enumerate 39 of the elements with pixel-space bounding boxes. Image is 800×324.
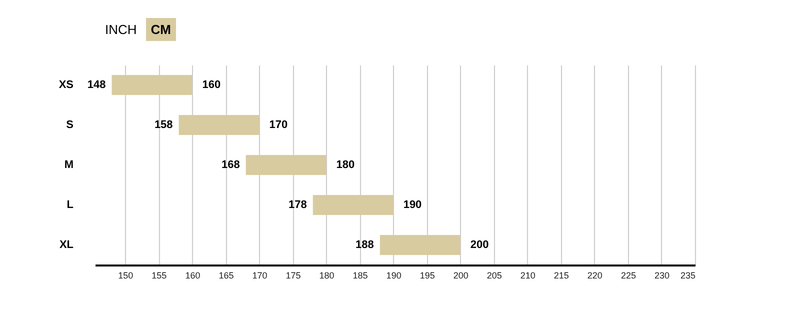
x-tick-label: 235	[680, 270, 696, 280]
x-tick-label: 215	[554, 270, 569, 280]
y-tick-label: XL	[59, 239, 74, 251]
x-tick-label: 155	[152, 270, 167, 280]
annotation: 168	[221, 159, 240, 171]
annotation: 158	[154, 119, 173, 131]
x-tick-label: 230	[654, 270, 670, 280]
x-tick-label: 195	[420, 270, 435, 280]
annotation: 148	[87, 79, 106, 91]
x-tick-label: 175	[286, 270, 301, 280]
unit-toggle: INCH CM	[100, 18, 176, 41]
annotation: 188	[356, 239, 374, 251]
x-tick-label: 205	[486, 270, 502, 280]
x-tick-label: 200	[453, 270, 468, 280]
y-tick-label: L	[66, 199, 74, 211]
x-tick-label: 190	[386, 270, 402, 280]
annotation: 200	[470, 239, 489, 251]
y-tick-label: M	[64, 159, 74, 171]
x-tick-label: 170	[252, 270, 268, 280]
annotation: 178	[288, 199, 307, 211]
bar	[380, 235, 460, 255]
bar	[246, 155, 326, 175]
annotation: 180	[336, 159, 355, 171]
annotation: 160	[202, 79, 221, 91]
x-tick-label: 220	[587, 270, 602, 280]
annotation: 190	[403, 199, 422, 211]
bar	[178, 115, 260, 135]
x-tick-label: 160	[185, 270, 200, 280]
x-tick-label: 185	[352, 270, 368, 280]
x-tick-label: 180	[319, 270, 334, 280]
bar	[312, 195, 394, 215]
bar	[112, 75, 192, 95]
y-tick-label: S	[66, 119, 74, 131]
y-tick-label: XS	[58, 79, 74, 91]
x-tick-label: 150	[118, 270, 134, 280]
x-tick-label: 165	[218, 270, 234, 280]
x-tick-label: 225	[620, 270, 636, 280]
annotation: 170	[269, 119, 288, 131]
x-tick-label: 210	[520, 270, 536, 280]
